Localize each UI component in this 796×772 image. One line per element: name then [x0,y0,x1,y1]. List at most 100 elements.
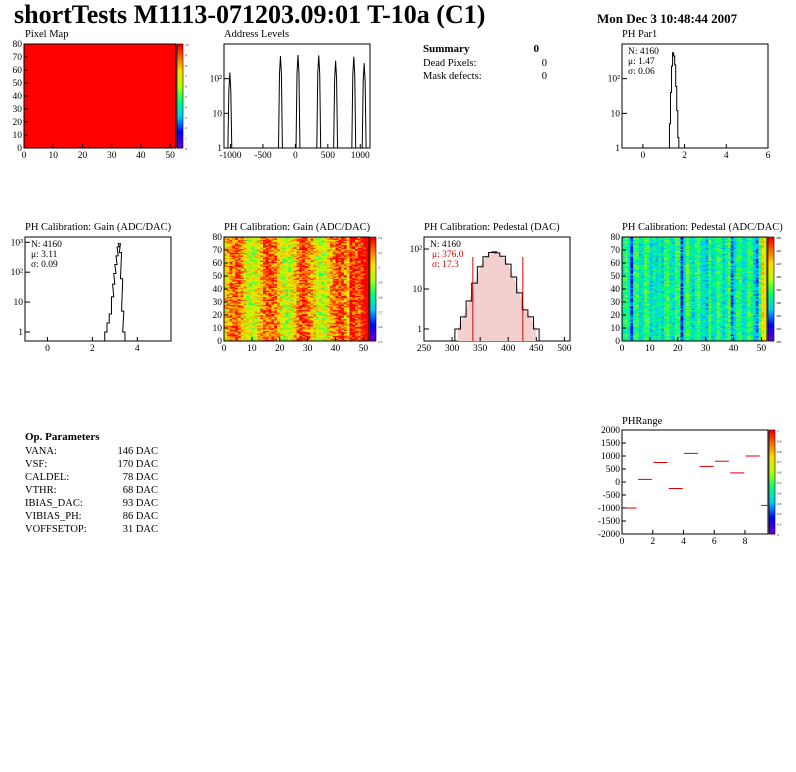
gain-map-cell [293,334,297,337]
address-levels-peak [333,60,339,149]
gain-map-cell [296,276,300,278]
gain-map-cell [332,242,336,244]
gain-map-cell [237,330,242,333]
gain-map-cell [343,311,347,313]
gain-map-cell [268,299,272,301]
pedestal-map-cell [638,318,642,321]
gain-map-cell [265,305,269,308]
gain-map-cell [321,266,325,269]
gain-map-cell [338,270,342,273]
gain-map-cell [329,270,334,273]
gain-map-cell [276,329,281,331]
gain-map-cell [335,321,339,324]
pedestal-hist-fit-stat: μ: 376.0 [432,250,464,260]
gain-map-cell [329,296,334,299]
gain-map-cell [243,311,247,313]
gain-map-cell [251,261,255,264]
gain-map-cell [321,279,325,282]
gain-map-cell [285,292,289,295]
pedestal-map-cell [638,316,642,318]
gain-map-cell [346,331,350,334]
address-levels-frame [223,43,371,149]
pedestal-map-cell [624,255,628,257]
gain-map-cell [324,268,328,270]
gain-map-cell [243,239,247,242]
gain-map-cell [329,305,334,308]
gain-map-cell [271,270,275,273]
gain-map-cell [285,253,289,256]
gain-map-cell [249,311,253,313]
gain-map-cell [313,303,317,305]
gain-map-cell [318,246,322,248]
gain-map-cell [355,274,359,277]
gain-map-cell [232,309,236,312]
pedestal-map-cell [622,311,626,313]
pixel-map-palette-frame [176,43,184,149]
gain-map-cell [346,253,350,256]
gain-map-cell [232,337,236,339]
gain-map-cell [290,338,295,340]
gain-map-cell [349,328,353,330]
gain-map-cell [355,276,359,278]
gain-map-cell [293,338,297,340]
gain-map-cell [321,269,325,272]
gain-map-cell [366,315,370,317]
gain-map-cell [237,244,242,247]
pedestal-map-cell [624,289,628,291]
gain-map-cell [271,292,275,295]
gain-map-cell [260,270,264,273]
gain-map-cell [260,286,264,288]
gain-map-cell [279,270,283,273]
gain-map-cell [249,253,253,256]
address-levels-peak [278,55,283,149]
gain-map-cell [321,242,325,244]
gain-map-cell [290,242,295,244]
gain-map-cell [274,311,278,313]
gain-map-cell [240,298,244,300]
gain-map-cell [355,300,359,303]
gain-map-cell [226,308,230,311]
gain-map-cell [257,326,261,329]
gain-map-cell [304,261,308,264]
gain-map-cell [329,281,334,283]
pedestal-map-cell [622,251,626,253]
gain-map-cell [321,325,325,327]
gain-map-cell [355,331,359,334]
gain-map-cell [263,250,267,252]
gain-map-cell [285,322,289,325]
gain-map-cell [257,253,261,256]
pixel-map-palette-cell [177,59,183,63]
gain-map-cell [254,252,258,255]
gain-map-cell [232,307,236,309]
gain-map-cell [251,244,255,247]
gain-map-cell [363,303,367,305]
gain-map-cell [268,266,272,269]
gain-map-cell [313,274,317,277]
pedestal-hist-fit-area [457,251,537,341]
pedestal-map-cell [624,246,628,248]
gain-map-cell [341,274,345,277]
gain-map-cell [246,304,250,307]
gain-map-cell [302,287,306,290]
gain-map-cell [352,287,356,290]
gain-map-cell [343,256,347,259]
gain-map-cell [260,279,264,282]
gain-map-cell [335,269,339,272]
gain-map-cell [290,296,295,299]
gain-map-cell [321,290,325,292]
gain-map-cell [313,290,317,292]
gain-map-cell [366,312,370,314]
gain-map-cell [302,295,306,298]
pedestal-map-cell [633,237,637,239]
gain-map-cell [349,266,353,269]
pixel-map-palette-cell [177,98,183,102]
gain-map-cell [243,252,247,255]
gain-map-cell [321,283,325,286]
gain-map-cell [341,240,345,243]
gain-map-cell [268,269,272,272]
pedestal-map-cell [630,312,634,314]
pedestal-map-cell [635,277,640,279]
gain-map-cell [352,240,356,243]
gain-map-cell [274,338,278,340]
gain-map-cell [316,270,320,273]
